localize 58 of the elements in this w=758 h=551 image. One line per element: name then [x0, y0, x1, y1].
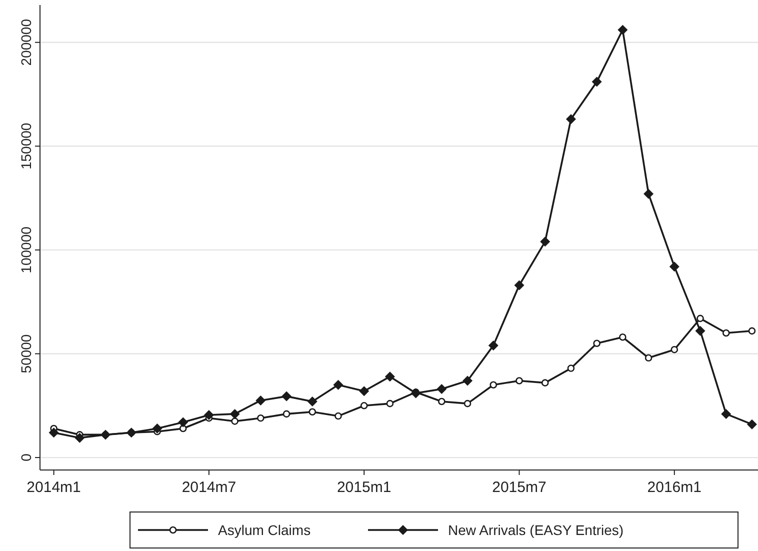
point [490, 381, 498, 389]
legend-label: Asylum Claims [218, 522, 311, 538]
y-tick-label: 200000 [18, 18, 34, 66]
point [540, 236, 550, 247]
point [567, 364, 575, 372]
point [438, 398, 446, 406]
point [748, 327, 756, 335]
point [333, 380, 344, 390]
point [619, 333, 626, 341]
point [488, 340, 498, 350]
point [307, 396, 318, 406]
point [721, 408, 732, 419]
x-tick-label: 2016m1 [647, 479, 702, 496]
y-tick-label: 50000 [18, 334, 34, 374]
point [514, 280, 524, 290]
point [670, 346, 678, 354]
x-tick-label: 2015m7 [492, 479, 546, 496]
point [152, 423, 162, 434]
point [256, 395, 266, 406]
point [669, 262, 680, 272]
point [541, 379, 549, 386]
point [462, 376, 473, 386]
point [516, 377, 523, 384]
point [230, 408, 240, 419]
point [231, 418, 238, 425]
point [722, 329, 730, 337]
point [204, 410, 214, 420]
point [436, 384, 447, 394]
point [386, 400, 394, 408]
point [464, 400, 472, 408]
point [384, 372, 395, 382]
x-tick-label: 2015m1 [336, 479, 392, 496]
point [48, 428, 59, 438]
x-tick-label: 2014m7 [182, 479, 236, 496]
point [359, 386, 370, 396]
y-tick-label: 150000 [18, 122, 34, 170]
y-tick-label: 100000 [18, 226, 34, 274]
y-tick-label: 0 [18, 453, 34, 462]
point [644, 188, 654, 199]
point [644, 354, 652, 362]
point [178, 417, 188, 428]
point [593, 340, 600, 348]
point [257, 414, 264, 422]
point [696, 314, 704, 322]
point [282, 391, 292, 402]
point [282, 410, 290, 418]
point [360, 402, 368, 410]
point [410, 388, 421, 398]
point [566, 114, 576, 124]
point [618, 24, 628, 35]
point [592, 76, 602, 87]
x-tick-label: 2014m1 [26, 479, 81, 496]
point [695, 326, 706, 336]
point [746, 419, 757, 430]
point [334, 412, 342, 420]
point [308, 408, 316, 416]
point [74, 432, 85, 443]
legend-label: New Arrivals (EASY Entries) [448, 522, 624, 538]
